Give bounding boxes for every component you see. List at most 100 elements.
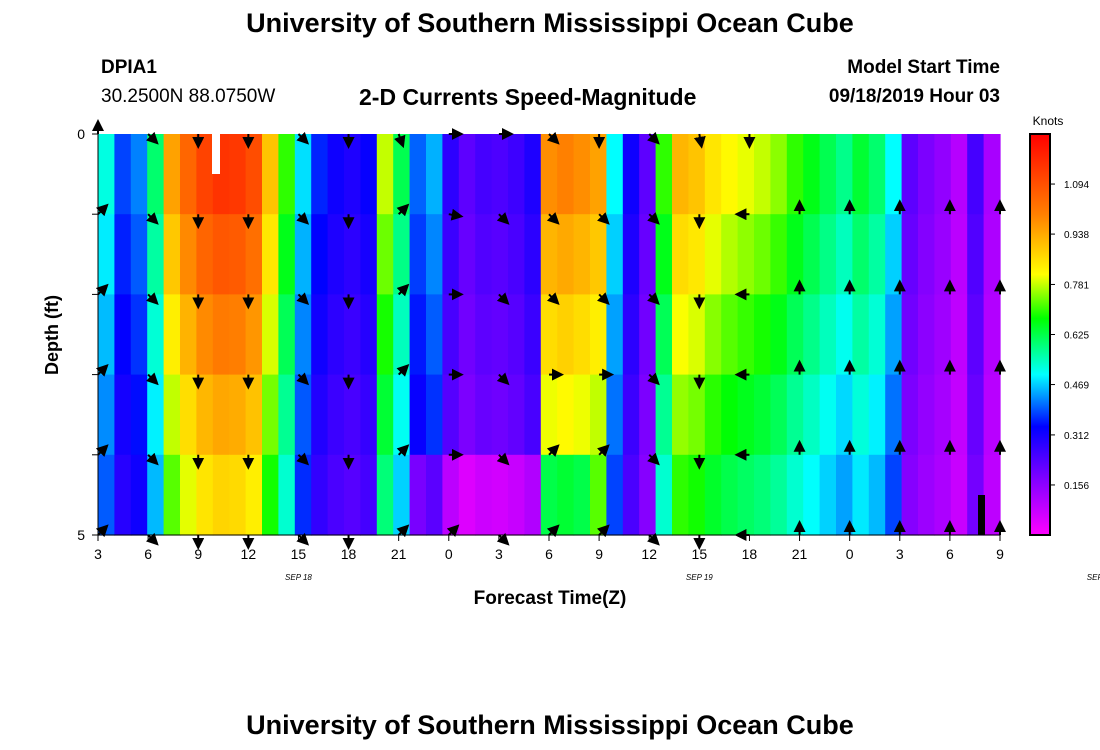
heatmap-cell [721, 214, 739, 295]
heatmap-cell [704, 454, 722, 536]
heatmap-cell [130, 134, 148, 215]
heatmap-cell [934, 294, 952, 376]
heatmap-cell [622, 214, 640, 295]
heatmap-cell [262, 134, 279, 215]
heatmap-cell [163, 134, 181, 215]
heatmap-cell [950, 454, 968, 536]
heatmap-cell [130, 294, 148, 376]
heatmap-cell [983, 374, 1001, 456]
heatmap-cell [672, 294, 689, 376]
heatmap-cell [622, 134, 640, 215]
colorbar-tick-label: 0.156 [1064, 481, 1089, 492]
heatmap-cell [245, 214, 263, 295]
heatmap-cell [491, 454, 509, 536]
heatmap-cell [950, 134, 968, 215]
black-marker [978, 495, 985, 535]
x-tick-label: 6 [545, 546, 553, 562]
heatmap-cell [294, 374, 312, 456]
heatmap-cell [672, 214, 689, 295]
heatmap-cell [557, 294, 575, 376]
heatmap-cell [901, 294, 919, 376]
heatmap-cell [737, 374, 755, 456]
heatmap-cell [606, 294, 624, 376]
heatmap-cell [409, 454, 427, 536]
heatmap-cell [983, 134, 1001, 215]
current-arrow [596, 292, 610, 306]
model-start-label: Model Start Time [847, 57, 1000, 78]
x-tick-label: 18 [341, 546, 357, 562]
heatmap-cells [98, 134, 1001, 536]
heatmap-cell [229, 134, 247, 215]
heatmap-cell [114, 134, 132, 215]
x-tick-label: 6 [144, 546, 152, 562]
x-tick-label: 6 [946, 546, 954, 562]
heatmap-cell [524, 454, 542, 536]
current-arrow [396, 524, 410, 538]
heatmap-cell [475, 134, 493, 215]
heatmap-cell [836, 214, 853, 295]
heatmap-cell [819, 374, 837, 456]
heatmap-cell [639, 214, 657, 295]
white-marker [212, 134, 220, 174]
current-arrow [296, 372, 310, 386]
heatmap-cell [573, 134, 591, 215]
heatmap-cell [147, 214, 165, 295]
heatmap-cell [803, 454, 821, 536]
heatmap-cell [852, 134, 870, 215]
heatmap-cell [311, 374, 329, 456]
current-arrow [496, 372, 510, 386]
heatmap-cell [475, 214, 493, 295]
heatmap-cell [803, 134, 821, 215]
heatmap-cell [524, 374, 542, 456]
heatmap-cell [540, 214, 558, 295]
current-arrow [546, 131, 560, 145]
heatmap-cell [852, 214, 870, 295]
heatmap-cell [622, 294, 640, 376]
heatmap-cell [376, 134, 394, 215]
heatmap-cell [114, 214, 132, 295]
heatmap-cell [360, 294, 378, 376]
heatmap-cell [180, 294, 197, 376]
heatmap-cell [573, 214, 591, 295]
current-arrow [95, 203, 109, 217]
x-tick-label: 21 [391, 546, 407, 562]
heatmap-cell [393, 294, 411, 376]
heatmap-cell [622, 454, 640, 536]
current-arrow [596, 212, 610, 225]
heatmap-cell [918, 134, 935, 215]
heatmap-cell [311, 214, 329, 295]
heatmap-cell [278, 374, 296, 456]
heatmap-cell [737, 294, 755, 376]
heatmap-cell [770, 294, 788, 376]
y-ticks: 05 [77, 126, 98, 543]
x-tick-label: 12 [241, 546, 257, 562]
colorbar-tick-label: 0.469 [1064, 381, 1089, 392]
heatmap-cell [376, 454, 394, 536]
heatmap-cell [327, 214, 345, 295]
current-arrow [296, 452, 310, 466]
current-arrow [647, 131, 660, 145]
heatmap-cell [754, 294, 771, 376]
footer-title: University of Southern Mississippi Ocean… [246, 710, 854, 740]
heatmap-cell [245, 294, 263, 376]
heatmap-cell [983, 294, 1001, 376]
heatmap-cell [934, 374, 952, 456]
date-labels: SEP 18 SEP 19 SEP 20 [285, 573, 1100, 582]
heatmap-cell [901, 214, 919, 295]
colorbar-title: Knots [1033, 114, 1064, 128]
current-arrow [546, 524, 560, 538]
heatmap-cell [590, 374, 607, 456]
heatmap-cell [721, 374, 739, 456]
current-arrow [396, 363, 410, 377]
heatmap-cell [606, 134, 624, 215]
heatmap-cell [245, 454, 263, 536]
heatmap-cell [540, 134, 558, 215]
heatmap-cell [409, 134, 427, 215]
heatmap-cell [180, 454, 197, 536]
heatmap-cell [360, 134, 378, 215]
heatmap-cell [967, 294, 985, 376]
heatmap-cell [655, 134, 673, 215]
x-tick-label: 18 [742, 546, 758, 562]
heatmap-cell [196, 134, 214, 215]
heatmap-cell [311, 454, 329, 536]
